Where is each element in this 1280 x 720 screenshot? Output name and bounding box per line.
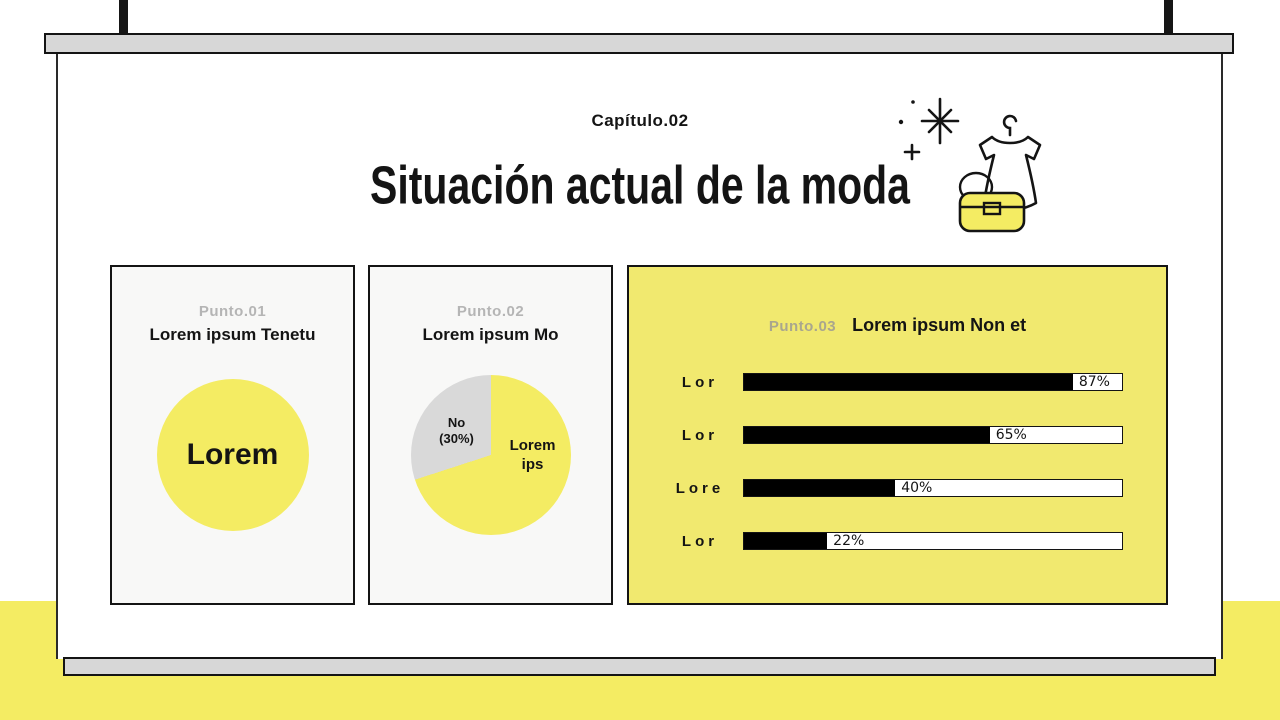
pie-chart: No (30%) Lorem ips	[410, 375, 571, 535]
bar-fill	[744, 374, 1073, 390]
bar-fill	[744, 533, 828, 549]
bar-fill	[744, 480, 896, 496]
bar-value-label: 40%	[901, 480, 933, 496]
handbag-icon	[958, 171, 1026, 233]
punto-01-heading: Lorem ipsum Tenetu	[149, 325, 316, 344]
panel-punto-01: Punto.01 Lorem ipsum Tenetu Lorem	[110, 265, 355, 605]
panel-punto-03: Punto.03 Lorem ipsum Non et Lor 87% Lor …	[627, 265, 1168, 605]
bar-fill	[744, 427, 990, 443]
highlight-circle: Lorem	[156, 379, 309, 531]
screen-rod-right	[1164, 0, 1173, 40]
chapter-label: Capítulo.02	[591, 111, 689, 130]
bar-category-label: Lor	[681, 532, 719, 550]
screen-top-bar	[44, 33, 1234, 54]
bar-track: 40%	[743, 479, 1123, 497]
plus-icon	[903, 143, 921, 161]
pie-slice-label-no: No (30%)	[439, 415, 474, 447]
bar-row: Lor 65%	[657, 425, 1123, 445]
bar-value-label: 87%	[1078, 374, 1110, 390]
punto-01-label: Punto.01	[198, 303, 267, 320]
bar-track: 65%	[743, 426, 1123, 444]
circle-text: Lorem	[186, 438, 279, 471]
bar-row: Lore 40%	[657, 478, 1123, 498]
punto-02-heading: Lorem ipsum Mo	[422, 325, 559, 344]
screen-rod-left	[119, 0, 128, 40]
pie-slice-label-lorem: Lorem ips	[509, 437, 556, 473]
screen-bottom-bar	[63, 657, 1216, 676]
bar-chart: Lor 87% Lor 65% Lore 40%	[629, 372, 1166, 551]
punto-03-heading: Lorem ipsum Non et	[852, 315, 1027, 335]
bar-track: 22%	[743, 532, 1123, 550]
bar-track: 87%	[743, 373, 1123, 391]
bar-row: Lor 22%	[657, 531, 1123, 551]
bar-row: Lor 87%	[657, 372, 1123, 392]
bar-value-label: 22%	[833, 533, 865, 549]
sparkle-icon	[898, 97, 960, 145]
bar-category-label: Lor	[681, 426, 719, 444]
panel-punto-02: Punto.02 Lorem ipsum Mo No (30%) Lorem i…	[368, 265, 613, 605]
slide-title: Situación actual de la moda	[370, 154, 910, 216]
bar-value-label: 65%	[995, 427, 1027, 443]
punto-02-label: Punto.02	[456, 303, 525, 320]
punto-03-label: Punto.03	[768, 318, 837, 335]
bar-category-label: Lor	[681, 373, 719, 391]
decor-illustration	[898, 97, 1042, 233]
punto-03-header: Punto.03 Lorem ipsum Non et	[629, 315, 1166, 336]
bar-category-label: Lore	[675, 479, 725, 497]
